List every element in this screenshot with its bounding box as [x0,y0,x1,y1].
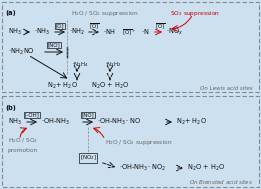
Text: N$_2$O + H$_2$O: N$_2$O + H$_2$O [91,81,129,91]
Text: [O]: [O] [56,23,64,29]
Text: N$_2$+ H$_2$O: N$_2$+ H$_2$O [176,117,207,127]
Text: $\cdot$N$_2$H$_4$: $\cdot$N$_2$H$_4$ [72,60,89,69]
Text: promotion: promotion [8,148,38,153]
Text: H$_2$O / SO$_2$ suppression: H$_2$O / SO$_2$ suppression [105,138,173,147]
Text: N$_2$O + H$_2$O: N$_2$O + H$_2$O [187,163,225,173]
Text: H$_2$O / SO$_2$: H$_2$O / SO$_2$ [8,136,38,145]
Text: $\cdot$NO$_x$: $\cdot$NO$_x$ [166,27,183,37]
Text: On Lewis acid sites: On Lewis acid sites [200,85,253,91]
Text: NH$_3$: NH$_3$ [8,117,22,127]
Text: [NO]: [NO] [48,43,60,47]
Text: NH$_3$: NH$_3$ [8,27,22,37]
Text: [NO]: [NO] [82,112,94,118]
Text: On Br$\o$nsted acid sites: On Br$\o$nsted acid sites [189,178,253,186]
Text: N$_2$+ H$_2$O: N$_2$+ H$_2$O [46,81,78,91]
Text: $\overline{\rm[O]}$: $\overline{\rm[O]}$ [89,21,100,31]
Text: $\cdot$NH$_3$: $\cdot$NH$_3$ [34,27,50,37]
Text: $\cdot$NH: $\cdot$NH [103,28,116,36]
Text: (a): (a) [5,10,16,16]
Text: $\cdot$OH-NH$_3$: $\cdot$OH-NH$_3$ [41,117,70,127]
Text: $\cdot$OH-NH$_3\cdot$NO: $\cdot$OH-NH$_3\cdot$NO [97,117,141,127]
Text: $\overline{\rm[O]}$: $\overline{\rm[O]}$ [155,21,166,31]
FancyBboxPatch shape [2,96,259,187]
FancyBboxPatch shape [2,2,259,92]
Text: H$_2$O / SO$_2$ suppression: H$_2$O / SO$_2$ suppression [71,9,139,18]
Text: (b): (b) [5,105,16,111]
Text: [NO$_2$]: [NO$_2$] [80,154,97,162]
Text: $\cdot$OH-NH$_3\cdot$NO$_2$: $\cdot$OH-NH$_3\cdot$NO$_2$ [119,163,166,173]
Text: $\cdot$NH$_2$NO: $\cdot$NH$_2$NO [8,47,35,57]
Text: $\overline{\rm[O]}^+$: $\overline{\rm[O]}^+$ [122,27,136,37]
Text: $\cdot$N: $\cdot$N [141,28,149,36]
Text: $\cdot$NH$_2$: $\cdot$NH$_2$ [69,27,85,37]
Text: SO$_2$ suppression: SO$_2$ suppression [170,9,220,18]
Text: [-OH]: [-OH] [25,112,39,118]
Text: $\cdot$N$_2$H$_2$: $\cdot$N$_2$H$_2$ [105,60,122,69]
